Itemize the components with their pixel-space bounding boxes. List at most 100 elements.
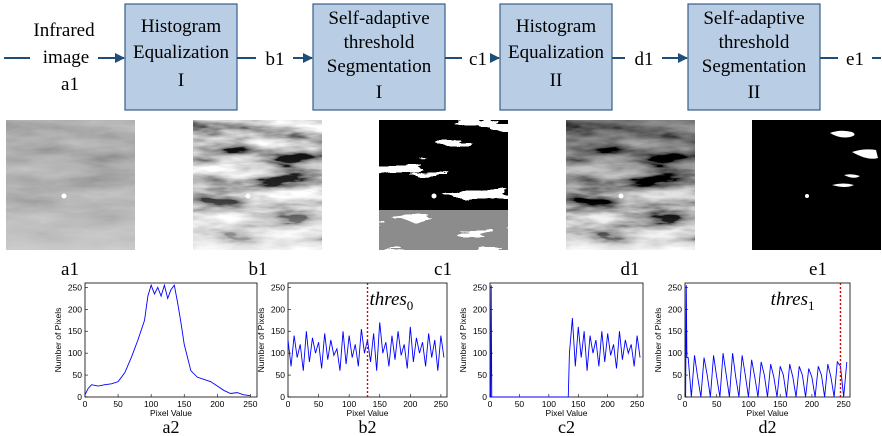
y-tick-label: 0 (77, 392, 82, 402)
y-tick-label: 250 (473, 282, 487, 292)
histogram: 0 50 100 150 200 250 0 50 100 150 200 250 Pixel Valu… (458, 282, 644, 436)
caption: c2 (558, 417, 575, 436)
box-text: Histogram (141, 16, 221, 37)
y-tick-label: 0 (482, 392, 487, 402)
x-tick-label: 200 (403, 399, 417, 409)
histogram: 0 50 100 150 200 250 0 50 100 150 200 250 Pixel Valu… (256, 282, 448, 436)
box-text: I (376, 82, 382, 103)
x-tick-label: 0 (83, 399, 88, 409)
flow: Infrared image a1 Histogram Equalization… (4, 3, 881, 111)
edge-label: b1 (266, 49, 285, 70)
x-tick-label: 100 (542, 399, 556, 409)
y-tick-label: 200 (271, 304, 285, 314)
x-tick-label: 50 (712, 399, 722, 409)
threshold-label: thres1 (771, 289, 815, 313)
threshold-label: thres0 (370, 289, 414, 313)
x-tick-label: 250 (434, 399, 448, 409)
y-tick-label: 50 (673, 370, 683, 380)
y-axis-label: Number of Pixels (458, 308, 468, 373)
edge-label: e1 (846, 49, 864, 70)
threshold-sub: 0 (407, 298, 414, 313)
threshold-text: thres (771, 289, 808, 310)
histogram-line (84, 283, 251, 397)
x-tick-label: 0 (488, 399, 493, 409)
y-tick-label: 250 (668, 282, 682, 292)
y-axis-label: Number of Pixels (53, 308, 63, 373)
x-tick-label: 150 (177, 399, 191, 409)
threshold-text: thres (370, 289, 407, 310)
caption: b2 (359, 417, 377, 436)
x-tick-label: 50 (515, 399, 525, 409)
image-b1 (193, 120, 322, 250)
histogram-line (490, 285, 641, 398)
x-tick-label: 150 (571, 399, 585, 409)
y-tick-label: 250 (271, 282, 285, 292)
y-tick-label: 200 (668, 304, 682, 314)
image-label: a1 (61, 259, 79, 280)
x-tick-label: 200 (601, 399, 615, 409)
input-label: image (43, 47, 89, 68)
box-text: Self-adaptive (328, 8, 429, 29)
x-tick-label: 250 (630, 399, 644, 409)
y-tick-label: 150 (68, 326, 82, 336)
image-label: e1 (809, 259, 827, 280)
plot-frame (84, 282, 258, 398)
edge-label: c1 (469, 49, 487, 70)
box-text: Self-adaptive (703, 8, 804, 29)
histogram: 0 50 100 150 200 250 0 50 100 150 200 250 Pixel Valu… (53, 282, 258, 436)
x-tick-label: 150 (773, 399, 787, 409)
input-label: Infrared (33, 20, 95, 41)
image-d1 (566, 120, 695, 250)
box-text: II (748, 82, 761, 103)
x-tick-label: 100 (741, 399, 755, 409)
y-tick-label: 100 (473, 348, 487, 358)
y-tick-label: 150 (271, 326, 285, 336)
y-tick-label: 0 (280, 392, 285, 402)
y-tick-label: 100 (68, 348, 82, 358)
x-tick-label: 0 (683, 399, 688, 409)
edge-label: d1 (635, 49, 654, 70)
process-box (124, 3, 238, 111)
image-label: c1 (434, 259, 452, 280)
y-tick-label: 150 (668, 326, 682, 336)
image-e1 (752, 120, 881, 250)
y-axis-label: Number of Pixels (653, 308, 663, 373)
box-text: Segmentation (702, 56, 807, 77)
image-a1 (6, 120, 135, 250)
y-tick-label: 100 (668, 348, 682, 358)
histogram: 0 50 100 150 200 250 0 50 100 150 200 250 Pixel Valu… (653, 282, 851, 436)
box-text: threshold (719, 32, 790, 53)
x-tick-label: 250 (837, 399, 851, 409)
y-tick-label: 50 (276, 370, 286, 380)
y-axis-label: Number of Pixels (256, 308, 266, 373)
caption: a2 (163, 417, 180, 436)
images: a1 b1 c1 d1 e1 (6, 120, 881, 280)
y-tick-label: 250 (68, 282, 82, 292)
x-tick-label: 50 (314, 399, 324, 409)
x-tick-label: 100 (144, 399, 158, 409)
plot-frame (489, 282, 644, 398)
x-axis-label: Pixel Value (150, 408, 192, 418)
x-tick-label: 250 (243, 399, 257, 409)
y-tick-label: 50 (73, 370, 83, 380)
x-tick-label: 200 (805, 399, 819, 409)
box-text: I (178, 70, 184, 91)
threshold-sub: 1 (808, 298, 815, 313)
x-axis-label: Pixel Value (347, 408, 389, 418)
x-axis-label: Pixel Value (747, 408, 789, 418)
y-tick-label: 200 (68, 304, 82, 314)
caption: d2 (759, 417, 777, 436)
x-tick-label: 200 (210, 399, 224, 409)
box-text: Equalization (133, 42, 230, 63)
box-text: Segmentation (327, 56, 432, 77)
input-label: a1 (61, 74, 79, 95)
y-tick-label: 100 (271, 348, 285, 358)
y-tick-label: 50 (478, 370, 488, 380)
x-tick-label: 50 (113, 399, 123, 409)
image-c1 (379, 120, 508, 250)
plot-frame (684, 282, 851, 398)
image-label: d1 (621, 259, 640, 280)
process-box (312, 3, 446, 111)
